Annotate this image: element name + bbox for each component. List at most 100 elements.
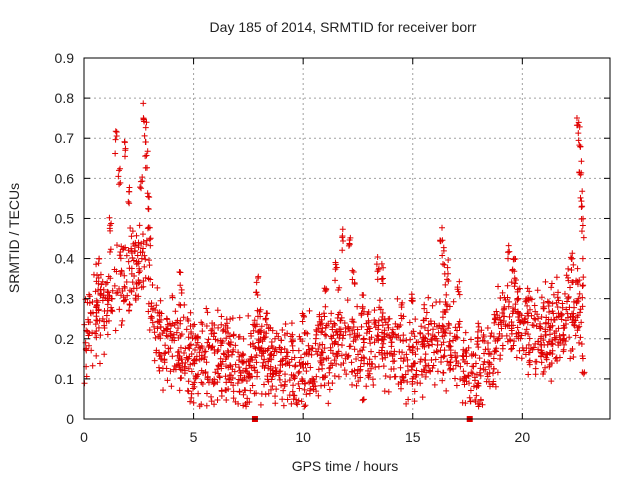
data-point <box>258 390 265 397</box>
data-point <box>219 328 226 335</box>
data-point <box>397 364 404 371</box>
data-point <box>578 198 585 205</box>
data-point <box>192 372 199 379</box>
data-point <box>156 367 163 374</box>
data-point <box>332 277 339 284</box>
data-point <box>374 268 381 275</box>
data-point <box>537 324 544 331</box>
data-point <box>340 332 347 339</box>
data-point <box>255 344 262 351</box>
data-point <box>106 214 113 221</box>
data-point <box>313 326 320 333</box>
data-point <box>418 323 425 330</box>
data-point <box>121 153 128 160</box>
data-point <box>538 347 545 354</box>
data-point <box>462 400 469 407</box>
data-point <box>385 388 392 395</box>
data-point <box>128 245 135 252</box>
data-point <box>344 297 351 304</box>
data-point <box>371 339 378 346</box>
data-point <box>577 334 584 341</box>
data-point <box>581 369 588 376</box>
data-point <box>366 356 373 363</box>
data-point <box>466 394 473 401</box>
data-point <box>331 320 338 327</box>
data-point <box>217 337 224 344</box>
data-point <box>251 317 258 324</box>
data-point <box>106 292 113 299</box>
data-point <box>388 343 395 350</box>
data-point <box>159 365 166 372</box>
data-point <box>445 320 452 327</box>
data-point <box>452 354 459 361</box>
data-point <box>318 329 325 336</box>
data-point <box>412 316 419 323</box>
data-point <box>459 377 466 384</box>
data-point <box>149 319 156 326</box>
x-tick-label: 20 <box>515 429 531 445</box>
data-point <box>243 365 250 372</box>
data-point <box>411 398 418 405</box>
data-point <box>214 307 221 314</box>
data-point <box>176 364 183 371</box>
data-point <box>504 255 511 262</box>
data-point <box>398 312 405 319</box>
data-point <box>119 317 126 324</box>
x-tick-label: 15 <box>405 429 421 445</box>
data-point <box>128 265 135 272</box>
data-point <box>473 384 480 391</box>
data-point <box>268 343 275 350</box>
data-point <box>558 316 565 323</box>
data-point <box>151 323 158 330</box>
data-point <box>467 336 474 343</box>
data-point <box>512 301 519 308</box>
data-point <box>409 295 416 302</box>
data-point <box>214 366 221 373</box>
data-point <box>450 337 457 344</box>
data-point <box>477 396 484 403</box>
data-point <box>245 312 252 319</box>
data-point <box>373 335 380 342</box>
data-point <box>379 355 386 362</box>
data-point <box>390 365 397 372</box>
data-point <box>267 386 274 393</box>
data-point <box>323 285 330 292</box>
data-point <box>126 302 133 309</box>
data-point <box>269 327 276 334</box>
data-point <box>474 334 481 341</box>
data-point <box>96 317 103 324</box>
data-point <box>552 355 559 362</box>
data-point <box>133 285 140 292</box>
data-point <box>296 333 303 340</box>
data-point <box>469 370 476 377</box>
data-point <box>578 319 585 326</box>
data-point <box>512 280 519 287</box>
data-point <box>199 380 206 387</box>
data-point <box>146 262 153 269</box>
data-point <box>146 326 153 333</box>
data-point <box>236 389 243 396</box>
data-point <box>273 386 280 393</box>
data-point <box>194 339 201 346</box>
data-point <box>303 368 310 375</box>
data-point <box>510 256 517 263</box>
data-point <box>472 397 479 404</box>
data-point <box>187 309 194 316</box>
data-point <box>472 352 479 359</box>
data-point <box>186 342 193 349</box>
data-point <box>397 385 404 392</box>
x-axis-label: GPS time / hours <box>292 458 399 474</box>
data-point <box>399 299 406 306</box>
data-point <box>93 261 100 268</box>
data-point <box>125 198 132 205</box>
data-point <box>250 364 257 371</box>
data-point <box>510 305 517 312</box>
data-point <box>185 334 192 341</box>
data-point <box>153 302 160 309</box>
data-point <box>120 245 127 252</box>
data-point <box>325 400 332 407</box>
data-point <box>113 133 120 139</box>
data-point <box>118 292 125 299</box>
data-point <box>322 303 329 310</box>
data-point <box>258 352 265 359</box>
